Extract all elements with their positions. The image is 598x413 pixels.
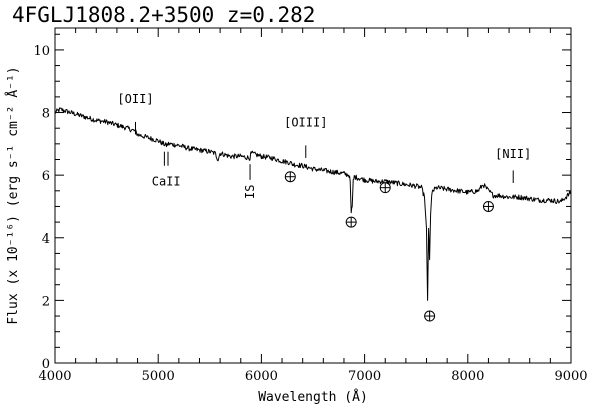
annotation-label: [OIII] [284, 116, 327, 130]
x-tick-label: 9000 [554, 369, 587, 384]
spectrum-line [54, 107, 572, 301]
telluric-marker [345, 216, 357, 228]
x-axis: 4000 5000 6000 7000 8000 9000 [38, 28, 588, 384]
x-tick-label: 5000 [142, 369, 175, 384]
y-tick-label: 6 [42, 169, 50, 184]
x-tick-label: 6000 [245, 369, 278, 384]
y-tick-label: 2 [42, 294, 50, 309]
y-tick-label: 8 [42, 107, 50, 122]
annotation-label: IS [243, 185, 257, 199]
plot-border [54, 27, 572, 364]
line-annotation: [OIII] [284, 116, 327, 158]
line-annotation: IS [243, 164, 257, 199]
x-tick-label: 8000 [451, 369, 484, 384]
chart-title: 4FGLJ1808.2+3500 z=0.282 [12, 3, 315, 27]
y-axis: 0 2 4 6 8 10 [33, 33, 571, 372]
x-axis-label: Wavelength (Å) [258, 389, 368, 405]
x-tick-label: 4000 [38, 369, 71, 384]
x-tick-label: 7000 [348, 369, 381, 384]
annotation-label: CaII [152, 174, 181, 188]
line-annotation: CaII [152, 151, 181, 188]
series-layer [54, 107, 572, 301]
line-annotation: [NII] [495, 147, 531, 183]
telluric-marker [482, 200, 494, 212]
y-tick-label: 0 [42, 357, 50, 372]
annotation-label: [NII] [495, 147, 531, 161]
line-annotation: [OII] [117, 92, 154, 135]
annotation-layer: [OII] CaII [OIII] IS [NII] [117, 92, 531, 199]
plot-frame [54, 27, 572, 364]
annotation-label: [OII] [117, 92, 153, 106]
telluric-layer [284, 171, 494, 322]
telluric-marker [379, 182, 391, 194]
telluric-marker [424, 310, 436, 322]
y-tick-label: 10 [33, 44, 50, 59]
y-tick-label: 4 [42, 232, 50, 247]
y-axis-label: Flux (x 10⁻¹⁶) (erg s⁻¹ cm⁻² Å⁻¹) [5, 66, 21, 324]
telluric-marker [284, 171, 296, 183]
